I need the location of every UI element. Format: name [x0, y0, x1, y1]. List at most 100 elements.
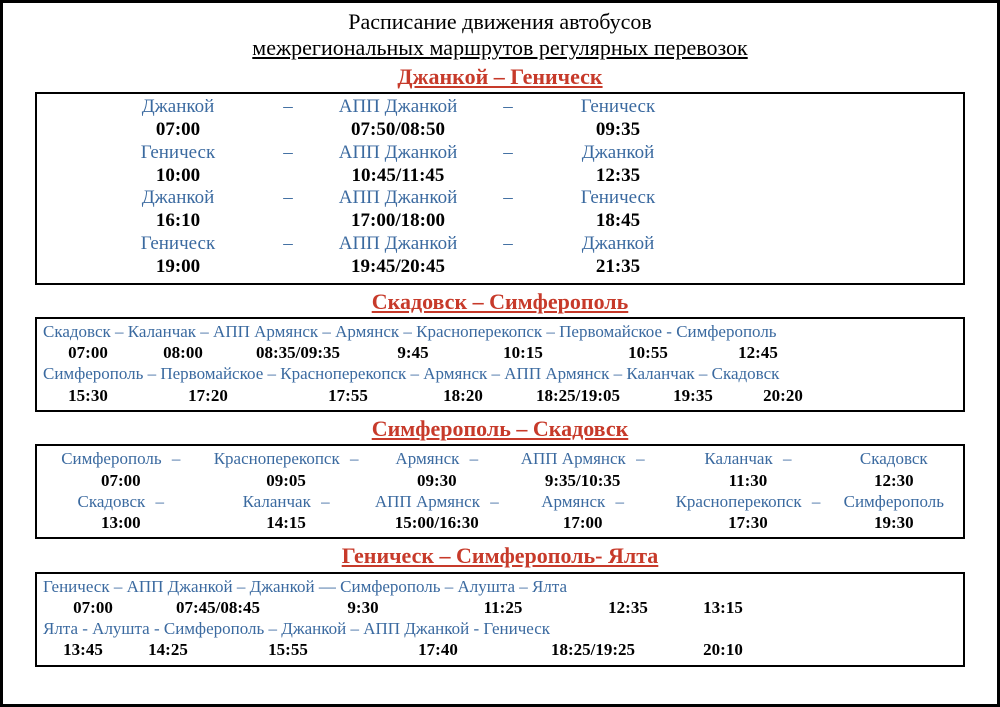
time: 21:35: [533, 256, 703, 279]
stop: Геническ: [93, 142, 263, 165]
stops-row: Симферополь –Красноперекопск –Армянск –А…: [43, 448, 957, 469]
schedule-page: { "colors": { "route_color": "#c73a2a", …: [0, 0, 1000, 707]
stops-row: Геническ–АПП Джанкой–Джанкой: [43, 233, 957, 256]
time: 15:30: [43, 385, 133, 406]
times-row: 16:10 17:00/18:00 18:45: [43, 210, 957, 233]
stop-cell: Красноперекопск –: [665, 491, 830, 512]
time: 9:35/10:35: [500, 470, 665, 491]
time: 10:55: [583, 342, 713, 363]
stop-cell: Красноперекопск –: [199, 448, 374, 469]
route-heading: Джанкой – Геническ: [15, 64, 985, 90]
times-line: 07:0007:45/08:459:3011:2512:3513:15: [43, 597, 957, 618]
stops-line: Геническ – АПП Джанкой – Джанкой — Симфе…: [43, 576, 957, 597]
time: 15:00/16:30: [374, 512, 500, 533]
times-line: 15:3017:2017:5518:2018:25/19:0519:3520:2…: [43, 385, 957, 406]
times-row: 13:0014:1515:00/16:3017:0017:3019:30: [43, 512, 957, 533]
stops-row: Геническ–АПП Джанкой–Джанкой: [43, 142, 957, 165]
time: 13:45: [43, 639, 123, 660]
time: 11:25: [433, 597, 573, 618]
time: 12:30: [831, 470, 957, 491]
sep: –: [483, 96, 533, 119]
time: 14:25: [123, 639, 213, 660]
time: 12:35: [533, 165, 703, 188]
route-block: Геническ – АПП Джанкой – Джанкой — Симфе…: [35, 572, 965, 667]
route-block: Симферополь –Красноперекопск –Армянск –А…: [35, 444, 965, 539]
times-row: 07:0007:50/08:5009:35: [43, 119, 957, 142]
times-line: 13:4514:2515:5517:4018:25/19:2520:10: [43, 639, 957, 660]
stop: Геническ: [93, 233, 263, 256]
time: 09:05: [199, 470, 374, 491]
stops-row: Джанкой–АПП Джанкой–Геническ: [43, 96, 957, 119]
time: 9:30: [293, 597, 433, 618]
time: 09:35: [533, 119, 703, 142]
stop-cell: Армянск –: [374, 448, 500, 469]
time: 17:40: [363, 639, 513, 660]
time: 10:45/11:45: [313, 165, 483, 188]
stop-cell: Симферополь –: [43, 448, 199, 469]
sep: –: [483, 233, 533, 256]
stop-cell: Армянск –: [500, 491, 665, 512]
time: 11:30: [665, 470, 830, 491]
route-heading: Симферополь – Скадовск: [15, 416, 985, 442]
time: 17:55: [283, 385, 413, 406]
time: 10:15: [463, 342, 583, 363]
times-row: 10:00 10:45/11:45 12:35: [43, 165, 957, 188]
route-heading: Геническ – Симферополь- Ялта: [15, 543, 985, 569]
time: 16:10: [93, 210, 263, 233]
time: 20:10: [673, 639, 773, 660]
sep: –: [263, 142, 313, 165]
doc-subtitle: межрегиональных маршрутов регулярных пер…: [15, 35, 985, 61]
stop-cell: Симферополь: [831, 491, 957, 512]
route-heading: Скадовск – Симферополь: [15, 289, 985, 315]
route-block: Скадовск – Каланчак – АПП Армянск – Армя…: [35, 317, 965, 412]
time: 07:00: [43, 342, 133, 363]
stops-line: Ялта - Алушта - Симферополь – Джанкой – …: [43, 618, 957, 639]
stop-cell: Скадовск: [831, 448, 957, 469]
stop: Джанкой: [93, 187, 263, 210]
sep: –: [483, 142, 533, 165]
time: 13:00: [43, 512, 199, 533]
stops-line: Скадовск – Каланчак – АПП Армянск – Армя…: [43, 321, 957, 342]
route-block: Джанкой–АПП Джанкой–Геническ07:0007:50/0…: [35, 92, 965, 284]
time: 14:15: [199, 512, 374, 533]
time: 18:45: [533, 210, 703, 233]
time: 18:25/19:05: [513, 385, 643, 406]
sep: –: [263, 96, 313, 119]
time: 18:20: [413, 385, 513, 406]
time: 07:45/08:45: [143, 597, 293, 618]
stop: Геническ: [533, 96, 703, 119]
stops-line: Симферополь – Первомайское – Красноперек…: [43, 363, 957, 384]
time: 17:30: [665, 512, 830, 533]
time: 19:30: [831, 512, 957, 533]
sep: –: [483, 187, 533, 210]
stops-row: Джанкой–АПП Джанкой–Геническ: [43, 187, 957, 210]
time: 08:00: [133, 342, 233, 363]
stop: АПП Джанкой: [313, 142, 483, 165]
stop: АПП Джанкой: [313, 233, 483, 256]
time: 17:00: [500, 512, 665, 533]
time: 08:35/09:35: [233, 342, 363, 363]
time: 12:35: [573, 597, 683, 618]
time: 07:50/08:50: [313, 119, 483, 142]
time: 19:35: [643, 385, 743, 406]
times-row: 07:0009:0509:309:35/10:3511:3012:30: [43, 470, 957, 491]
time: 17:20: [133, 385, 283, 406]
stop-cell: АПП Армянск –: [500, 448, 665, 469]
sep: –: [263, 187, 313, 210]
time: 9:45: [363, 342, 463, 363]
time: 13:15: [683, 597, 763, 618]
stop: Геническ: [533, 187, 703, 210]
time: 18:25/19:25: [513, 639, 673, 660]
stop-cell: Каланчак –: [665, 448, 830, 469]
time: 19:45/20:45: [313, 256, 483, 279]
time: 20:20: [743, 385, 823, 406]
sections-container: Джанкой – ГеническДжанкой–АПП Джанкой–Ге…: [15, 64, 985, 667]
doc-title: Расписание движения автобусов: [15, 9, 985, 35]
stop-cell: Скадовск –: [43, 491, 199, 512]
times-line: 07:0008:0008:35/09:359:4510:1510:5512:45: [43, 342, 957, 363]
time: 07:00: [43, 597, 143, 618]
time: 19:00: [93, 256, 263, 279]
time: 10:00: [93, 165, 263, 188]
time: 17:00/18:00: [313, 210, 483, 233]
sep: –: [263, 233, 313, 256]
